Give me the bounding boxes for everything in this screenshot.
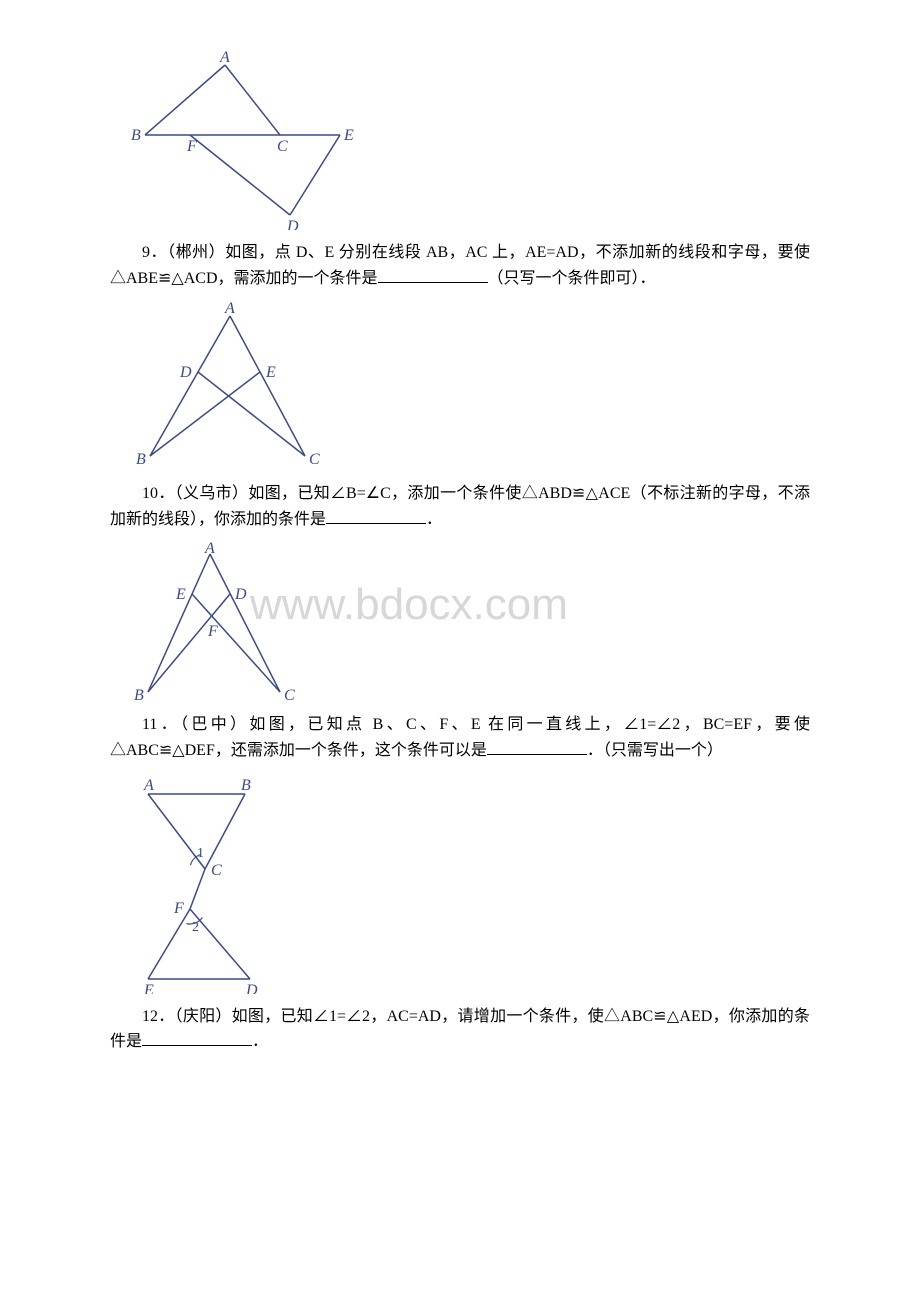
svg-text:B: B — [134, 687, 144, 702]
svg-text:C: C — [277, 138, 288, 155]
svg-text:D: D — [234, 586, 247, 603]
svg-text:D: D — [179, 364, 192, 381]
svg-text:E: E — [175, 586, 186, 603]
q11-line2b: ．（只需写出一个 — [587, 742, 707, 759]
svg-text:D: D — [286, 218, 299, 230]
svg-text:E: E — [143, 982, 154, 994]
q10-line2b: ． — [426, 511, 442, 528]
figure-9: A D E B C — [130, 301, 810, 471]
figure-10: A E D F B C — [130, 542, 810, 702]
q11-line2a: △ABC≌△DEF，还需添加一个条件，这个条件可以是 — [110, 742, 487, 759]
svg-text:A: A — [204, 542, 215, 557]
q11-line3: ） — [707, 742, 723, 759]
svg-text:B: B — [131, 127, 141, 144]
q12-line2b: ． — [252, 1033, 268, 1050]
svg-text:1: 1 — [197, 846, 204, 861]
svg-text:D: D — [245, 982, 258, 994]
question-12: 12．（庆阳）如图，已知∠1=∠2，AC=AD，请增加一个条件，使△ABC≌△A… — [110, 1004, 810, 1055]
q9-line3: ）． — [632, 270, 656, 287]
svg-text:B: B — [136, 451, 146, 468]
q9-line1: 9．（郴州）如图，点 D、E 分别在线段 AB，AC 上，AE=AD，不添加新的… — [142, 244, 711, 261]
q11-line1: 11．（巴中）如图，已知点 B、C、F、E 在同一直线上，∠1=∠2，BC=EF… — [142, 716, 810, 733]
svg-text:C: C — [211, 862, 222, 879]
figure-8: A B F C E D — [130, 50, 810, 230]
q12-blank — [142, 1029, 252, 1046]
figure-11: A B C F E D 1 2 — [130, 774, 810, 994]
q10-line1: 10．（义乌市）如图，已知∠B=∠C，添加一个条件使△ABD≌△ACE（不标注新… — [142, 485, 729, 502]
q12-line1: 12．（庆阳）如图，已知∠1=∠2，AC=AD，请增加一个条件，使△ABC≌△A… — [142, 1008, 712, 1025]
svg-text:E: E — [343, 127, 354, 144]
q11-blank — [487, 738, 587, 755]
svg-text:F: F — [173, 900, 184, 917]
question-10: 10．（义乌市）如图，已知∠B=∠C，添加一个条件使△ABD≌△ACE（不标注新… — [110, 481, 810, 532]
q9-blank — [378, 266, 488, 283]
svg-text:F: F — [186, 138, 197, 155]
svg-text:A: A — [143, 777, 154, 794]
question-9: 9．（郴州）如图，点 D、E 分别在线段 AB，AC 上，AE=AD，不添加新的… — [110, 240, 810, 291]
q9-line2b: （只写一个条件即可 — [488, 270, 632, 287]
svg-text:B: B — [241, 777, 251, 794]
svg-text:A: A — [219, 50, 230, 66]
svg-text:E: E — [265, 364, 276, 381]
svg-text:2: 2 — [192, 920, 199, 935]
svg-text:C: C — [284, 687, 295, 702]
svg-text:A: A — [224, 301, 235, 317]
q10-blank — [326, 507, 426, 524]
question-11: 11．（巴中）如图，已知点 B、C、F、E 在同一直线上，∠1=∠2，BC=EF… — [110, 712, 810, 763]
svg-text:C: C — [309, 451, 320, 468]
svg-text:F: F — [207, 623, 218, 640]
